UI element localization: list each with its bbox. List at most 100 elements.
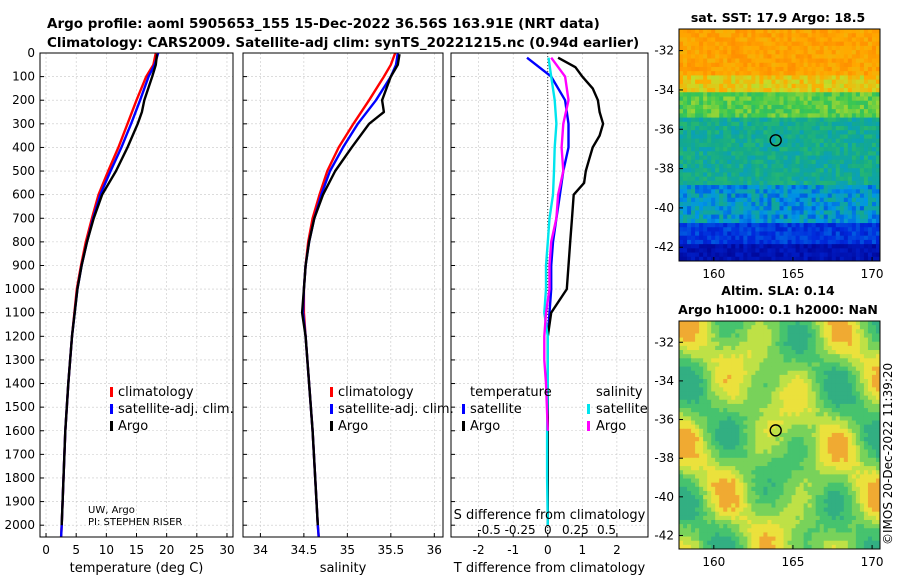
map-cell <box>863 79 869 85</box>
map-cell <box>851 62 857 68</box>
map-cell <box>859 88 865 93</box>
map-cell <box>815 176 821 182</box>
map-cell <box>783 201 788 207</box>
map-cell <box>739 370 744 376</box>
map-cell <box>859 399 865 405</box>
map-cell <box>719 248 724 253</box>
map-cell <box>835 358 841 363</box>
map-cell <box>723 424 728 430</box>
map-cell <box>747 227 752 232</box>
map-cell <box>699 441 704 446</box>
map-cell <box>751 138 756 144</box>
map-cell <box>843 58 849 64</box>
map-cell <box>687 403 692 409</box>
map-cell <box>771 176 776 182</box>
map-cell <box>699 185 704 190</box>
map-cell <box>799 478 805 484</box>
map-cell <box>863 466 869 471</box>
map-cell <box>679 138 684 144</box>
map-cell <box>851 201 857 207</box>
map-cell <box>787 66 792 72</box>
map-cell <box>743 50 748 55</box>
map-cell <box>691 189 696 194</box>
map-cell <box>727 79 732 85</box>
map-cell <box>867 345 873 351</box>
map-cell <box>755 453 760 459</box>
map-cell <box>795 79 800 85</box>
map-cell <box>707 83 712 89</box>
map-cell <box>851 197 857 203</box>
map-cell <box>823 231 829 237</box>
map-cell <box>783 79 788 85</box>
map-cell <box>735 432 740 438</box>
map-cell <box>719 231 724 237</box>
map-cell <box>743 92 748 97</box>
map-cell <box>683 424 688 430</box>
map-cell <box>695 391 700 397</box>
map-cell <box>819 218 825 224</box>
map-cell <box>763 341 768 347</box>
map-cell <box>683 54 688 59</box>
map-cell <box>723 109 728 114</box>
map-cell <box>771 117 776 123</box>
map-cell <box>783 210 788 215</box>
map-cell <box>771 362 776 367</box>
map-cell <box>851 354 857 359</box>
map-cell <box>747 214 752 220</box>
map-cell <box>815 474 821 479</box>
map-cell <box>803 134 809 140</box>
map-cell <box>839 387 845 392</box>
map-cell <box>731 121 736 127</box>
map-cell <box>695 235 700 241</box>
map-cell <box>695 358 700 363</box>
map-cell <box>707 432 712 438</box>
map-cell <box>795 62 800 68</box>
map-cell <box>695 321 700 326</box>
map-cell <box>875 441 881 446</box>
map-cell <box>747 210 752 215</box>
map-cell <box>747 244 752 249</box>
map-cell <box>787 333 792 338</box>
map-cell <box>771 341 776 347</box>
map-cell <box>795 176 800 182</box>
map-cell <box>811 83 817 89</box>
map-cell <box>815 227 821 232</box>
map-cell <box>687 214 692 220</box>
map-cell <box>767 45 772 51</box>
map-cell <box>775 235 780 241</box>
map-cell <box>791 453 796 459</box>
map-cell <box>859 329 865 334</box>
map-cell <box>803 96 809 102</box>
map-cell <box>863 366 869 372</box>
map-cell <box>731 235 736 241</box>
map-cell <box>767 461 772 467</box>
map-cell <box>783 395 788 401</box>
map-cell <box>811 441 817 446</box>
map-cell <box>723 33 728 38</box>
map-cell <box>719 62 724 68</box>
map-cell <box>783 358 788 363</box>
map-cell <box>719 176 724 182</box>
map-cell <box>747 218 752 224</box>
y-tick-label: 600 <box>12 188 35 202</box>
map-cell <box>859 126 865 131</box>
map-cell <box>843 185 849 190</box>
map-cell <box>799 248 805 253</box>
map-cell <box>827 88 833 93</box>
map-cell <box>843 403 849 409</box>
map-cell <box>839 79 845 85</box>
map-cell <box>799 252 805 258</box>
map-cell <box>811 387 817 392</box>
map-cell <box>731 50 736 55</box>
map-cell <box>743 206 748 211</box>
map-cell <box>691 424 696 430</box>
map-cell <box>855 147 861 152</box>
map-cell <box>683 104 688 110</box>
map-cell <box>819 41 825 47</box>
map-cell <box>827 104 833 110</box>
map-cell <box>755 193 760 199</box>
map-cell <box>719 109 724 114</box>
map-cell <box>727 210 732 215</box>
map-cell <box>715 185 720 190</box>
map-cell <box>791 345 796 351</box>
